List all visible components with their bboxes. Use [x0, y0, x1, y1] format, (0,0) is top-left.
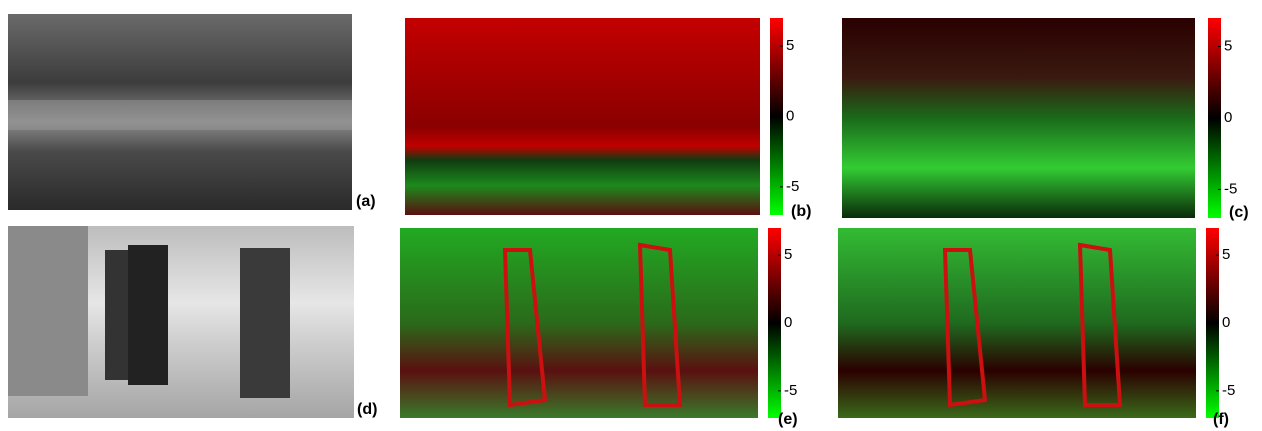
colorbar-c: 5 0 -5	[1208, 18, 1237, 218]
heatmap-b	[405, 18, 760, 215]
colorbar-gradient	[770, 18, 783, 215]
colorbar-b: 5 0 -5	[770, 18, 799, 215]
colorbar-f: 5 0 -5	[1206, 228, 1235, 418]
colorbar-gradient	[1206, 228, 1219, 418]
heatmap-e	[400, 228, 758, 418]
photo-d	[8, 226, 354, 418]
colorbar-e: 5 0 -5	[768, 228, 797, 418]
heatmap-f	[838, 228, 1196, 418]
photo-a	[8, 14, 352, 210]
colorbar-tick-label: -5	[786, 178, 799, 195]
panel-label: (b)	[791, 203, 811, 220]
panel-label: (e)	[778, 411, 798, 428]
colorbar-tick-label: -5	[1224, 180, 1237, 197]
colorbar-tick-label: -5	[1222, 382, 1235, 399]
panel-label: (d)	[357, 401, 377, 418]
colorbar-tick-label: 0	[1224, 109, 1232, 126]
panel-label: (c)	[1229, 204, 1249, 221]
panel-label: (a)	[356, 193, 376, 210]
colorbar-tick-label: 5	[784, 246, 792, 263]
colorbar-tick-label: 0	[786, 107, 794, 124]
colorbar-tick-label: 5	[1222, 246, 1230, 263]
colorbar-gradient	[768, 228, 781, 418]
colorbar-tick-label: 0	[784, 314, 792, 331]
colorbar-tick-label: -5	[784, 382, 797, 399]
colorbar-tick-label: 5	[1224, 38, 1232, 55]
heatmap-c	[842, 18, 1195, 218]
colorbar-gradient	[1208, 18, 1221, 218]
colorbar-tick-label: 5	[786, 37, 794, 54]
colorbar-tick-label: 0	[1222, 314, 1230, 331]
panel-label: (f)	[1213, 411, 1229, 428]
